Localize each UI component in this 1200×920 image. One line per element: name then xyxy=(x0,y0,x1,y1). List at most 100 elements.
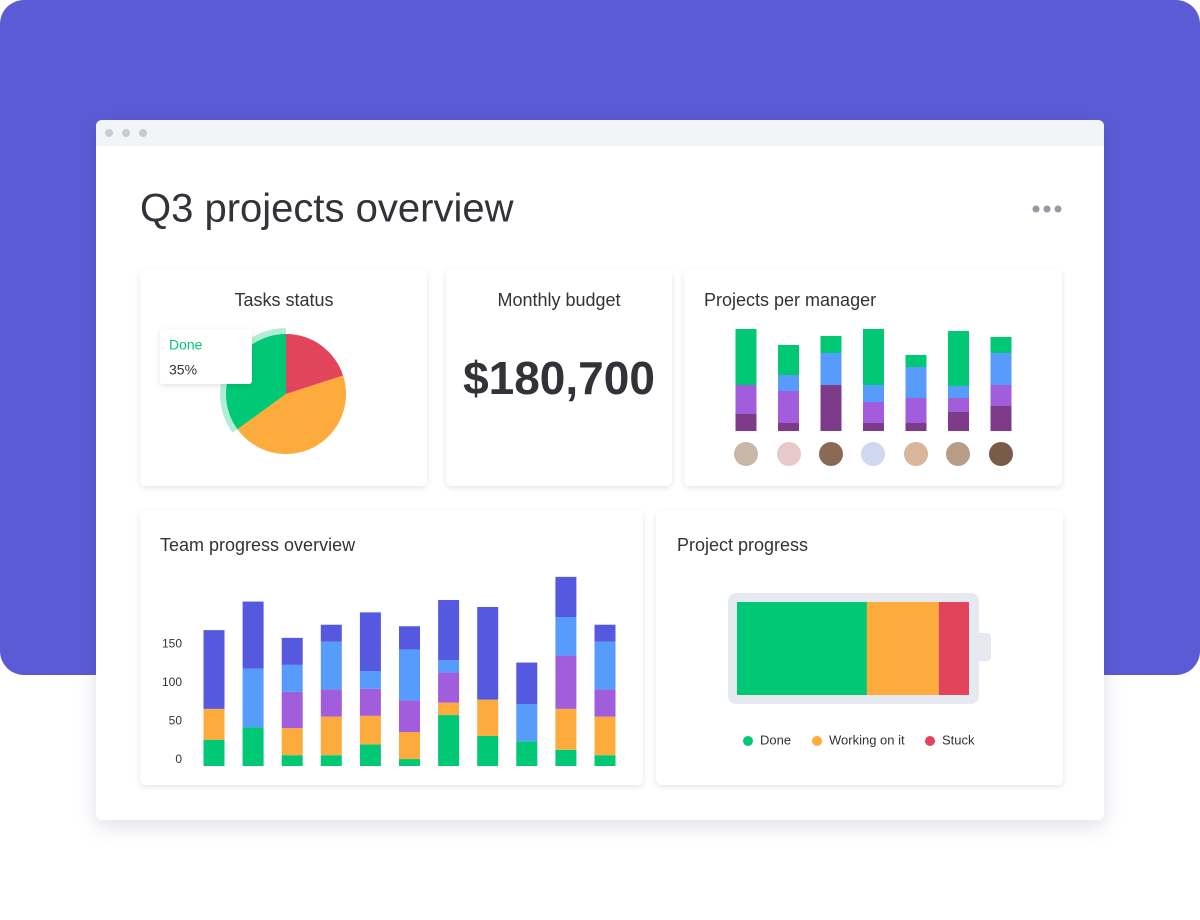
bar-segment xyxy=(778,345,799,375)
bar-segment xyxy=(477,606,499,700)
bar-segment xyxy=(735,414,757,431)
bar-segment xyxy=(320,641,342,690)
bar-segment xyxy=(905,398,927,423)
legend-swatch xyxy=(812,736,822,746)
bar-segment xyxy=(820,336,842,353)
bar-segment xyxy=(438,672,460,703)
bar-segment xyxy=(863,402,884,423)
tooltip: Done 35% xyxy=(160,329,252,384)
bar-segment xyxy=(866,602,939,695)
bar-segment xyxy=(516,741,538,766)
tooltip-value: 35% xyxy=(169,362,197,378)
bar-segment xyxy=(594,755,616,766)
bar-segment xyxy=(948,331,969,386)
bar-segment xyxy=(594,716,616,756)
bar-segment xyxy=(242,668,264,728)
bar-segment xyxy=(594,624,616,642)
bar-segment xyxy=(516,662,538,705)
bar-segment xyxy=(438,715,460,766)
bar-segment xyxy=(905,355,927,367)
bar-segment xyxy=(399,649,420,701)
bar-segment xyxy=(905,423,927,431)
bar-segment xyxy=(359,688,381,716)
bar-segment xyxy=(438,660,460,673)
bar-segment xyxy=(735,329,757,385)
bar-segment xyxy=(905,367,927,398)
bar-segment xyxy=(594,689,616,717)
bar-segment xyxy=(399,626,420,650)
bar-segment xyxy=(555,617,577,656)
more-menu[interactable] xyxy=(1032,205,1062,213)
bar-segment xyxy=(242,727,264,766)
bar-segment xyxy=(203,708,225,740)
y-tick-label: 150 xyxy=(162,636,182,650)
bar-segment xyxy=(555,708,577,750)
card-title: Project progress xyxy=(677,535,808,555)
window-dot xyxy=(122,129,130,137)
bar-segment xyxy=(555,576,577,618)
bar-segment xyxy=(320,716,342,756)
bar-segment xyxy=(555,655,577,709)
bar-segment xyxy=(281,637,303,665)
bar-segment xyxy=(948,398,969,412)
legend-swatch xyxy=(925,736,935,746)
title-bar xyxy=(96,120,1104,146)
y-tick-label: 0 xyxy=(175,752,182,766)
battery-knob xyxy=(975,633,991,661)
bar-segment xyxy=(990,406,1012,431)
bar-segment xyxy=(203,630,225,709)
bar-segment xyxy=(863,329,884,385)
bar-segment xyxy=(594,641,616,690)
bar-segment xyxy=(555,749,577,766)
card xyxy=(446,269,672,486)
pie-slice xyxy=(237,375,346,454)
card-title: Tasks status xyxy=(234,290,333,310)
bar-segment xyxy=(820,353,842,385)
bar-segment xyxy=(281,728,303,756)
card-title: Team progress overview xyxy=(160,535,356,555)
card-title: Projects per manager xyxy=(704,290,876,310)
tooltip-label: Done xyxy=(169,337,203,353)
bar-segment xyxy=(477,735,499,766)
bar-segment xyxy=(359,715,381,745)
bar-segment xyxy=(737,602,867,695)
bar-segment xyxy=(320,689,342,717)
bar-segment xyxy=(203,739,225,766)
bar-segment xyxy=(477,699,499,736)
bar-segment xyxy=(990,337,1012,353)
bar-segment xyxy=(990,385,1012,406)
bar-segment xyxy=(735,385,757,414)
budget-value: $180,700 xyxy=(463,352,655,404)
bar-segment xyxy=(359,671,381,689)
bar-segment xyxy=(281,691,303,729)
bar-segment xyxy=(948,412,969,431)
bar-segment xyxy=(359,612,381,672)
bar-segment xyxy=(399,732,420,760)
bar-segment xyxy=(281,755,303,766)
bar-segment xyxy=(242,601,264,669)
bar-segment xyxy=(438,702,460,716)
window-dot xyxy=(105,129,113,137)
bar-segment xyxy=(863,385,884,402)
bar-segment xyxy=(399,759,420,766)
bar-segment xyxy=(320,624,342,642)
bar-segment xyxy=(399,700,420,733)
y-tick-label: 100 xyxy=(162,675,182,689)
bar-segment xyxy=(778,423,799,431)
bar-segment xyxy=(863,423,884,431)
bar-segment xyxy=(990,353,1012,385)
window-dot xyxy=(139,129,147,137)
legend-label: Done xyxy=(760,732,791,747)
bar-segment xyxy=(359,744,381,766)
legend-swatch xyxy=(743,736,753,746)
bar-segment xyxy=(320,755,342,766)
legend-label: Working on it xyxy=(829,732,905,747)
page-title: Q3 projects overview xyxy=(140,187,514,231)
bar-segment xyxy=(948,386,969,398)
bar-segment xyxy=(778,375,799,391)
bar-segment xyxy=(820,385,842,431)
card-title: Monthly budget xyxy=(497,290,620,310)
tooltip-box xyxy=(160,329,252,384)
